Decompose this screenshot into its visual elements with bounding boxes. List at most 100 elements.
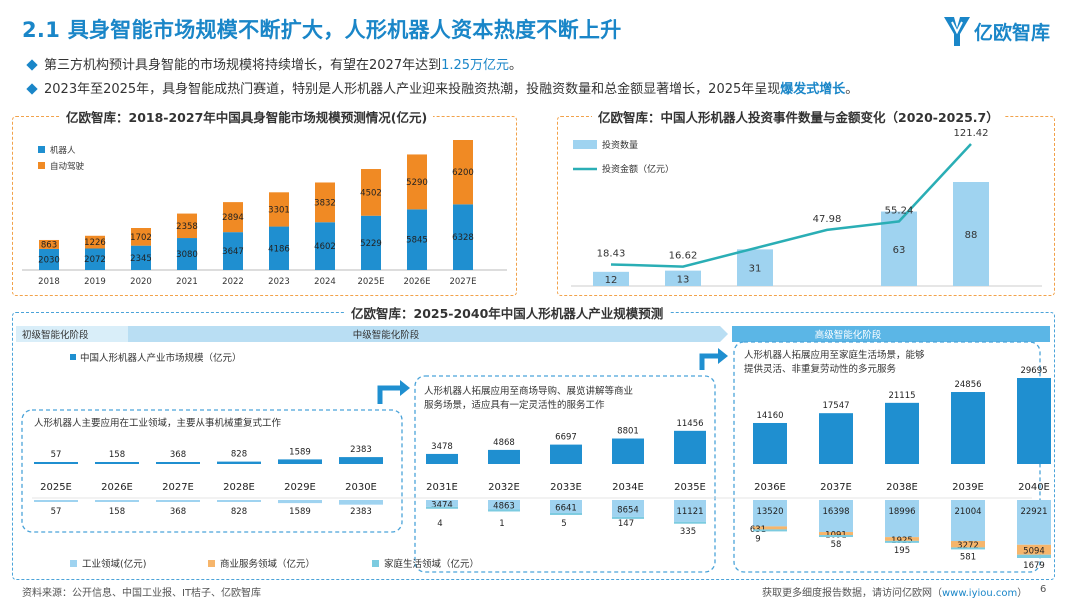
bar-industrial	[278, 500, 322, 504]
bar-autodrive	[85, 235, 105, 249]
data-label-robot: 4602	[314, 242, 336, 252]
source-note: 资料来源：公开信息、中国工业报、IT桔子、亿欧智库	[22, 588, 262, 599]
bar-industrial	[217, 500, 261, 502]
data-label-total: 21115	[888, 391, 915, 401]
data-label-autodrive: 5290	[406, 178, 428, 188]
stage-description: 提供灵活、非重复劳动性的多元服务	[744, 363, 897, 375]
legend-swatch-total	[70, 354, 76, 360]
x-tick-label: 2021	[176, 277, 198, 287]
line-investment-amount	[610, 143, 972, 268]
bar-robot	[85, 248, 105, 270]
bar-autodrive	[177, 213, 197, 239]
legend-label-amount: 投资金额（亿元）	[602, 163, 674, 175]
data-label-total: 828	[231, 450, 247, 460]
stage-label: 初级智能化阶段	[22, 329, 89, 341]
data-label-count: 12	[605, 275, 618, 286]
data-label-household: 1679	[1023, 561, 1045, 571]
legend-swatch-industrial	[70, 560, 77, 567]
data-label-autodrive: 6200	[452, 168, 474, 178]
x-tick-label: 2024	[314, 277, 336, 287]
legend-swatch-commercial	[208, 560, 215, 567]
data-label-industrial: 6641	[555, 503, 577, 513]
data-label-total: 24856	[954, 380, 981, 390]
bar-household	[885, 540, 919, 543]
chart3-title: 亿欧智库：2025-2040年中国人形机器人产业规模预测	[345, 303, 670, 322]
data-label-robot: 2030	[38, 255, 60, 265]
stage-description: 人形机器人主要应用在工业领域，主要从事机械重复式工作	[34, 417, 282, 429]
data-label-household: 195	[894, 546, 910, 556]
bar-industrial	[156, 500, 200, 502]
data-label-autodrive: 3832	[314, 198, 336, 208]
data-label-total: 57	[51, 450, 62, 460]
x-tick-label: 2034E	[612, 482, 644, 493]
x-tick-label: 2020	[130, 277, 152, 287]
data-label-robot: 5845	[406, 236, 428, 246]
stage-banner	[128, 326, 728, 342]
data-label-household: 335	[680, 527, 696, 537]
x-tick-label: 2040E	[1018, 482, 1050, 493]
data-label-amount: 16.62	[669, 251, 698, 262]
stage-box-primary	[21, 409, 403, 533]
data-label-robot: 4186	[268, 244, 290, 254]
bar-industrial	[753, 500, 787, 527]
data-label-amount: 47.98	[813, 214, 842, 225]
data-label-household: 58	[831, 540, 842, 550]
bar-total	[550, 444, 582, 464]
chart1-title: 亿欧智库：2018-2027年中国具身智能市场规模预测情况(亿元)	[60, 107, 434, 126]
x-tick-label: 2030E	[345, 482, 377, 493]
x-tick-label: 2026E	[101, 482, 133, 493]
stage-banner	[16, 326, 128, 342]
legend-swatch-household	[372, 560, 379, 567]
x-tick-label: 2025E	[40, 482, 72, 493]
bar-autodrive	[361, 169, 381, 216]
x-tick-label: 2036E	[754, 482, 786, 493]
bar-industrial	[674, 500, 706, 522]
data-label-robot: 3647	[222, 247, 244, 257]
data-label-count: 63	[893, 245, 906, 256]
data-label-industrial: 158	[109, 507, 125, 517]
x-tick-label: 2029E	[284, 482, 316, 493]
page-title: 2.1 具身智能市场规模不断扩大，人形机器人资本热度不断上升	[22, 18, 622, 42]
bar-household	[1017, 554, 1051, 558]
stage-description: 服务场景，适应具有一定灵活性的服务工作	[424, 399, 605, 411]
more-note: 获取更多细度报告数据，请访问亿欧网（www.iyiou.com）	[762, 588, 1028, 599]
bar-industrial	[819, 500, 853, 533]
x-tick-label: 2037E	[820, 482, 852, 493]
stage-arrow-head-2	[718, 348, 728, 364]
data-label-robot: 6328	[452, 233, 474, 243]
data-label-count: 31	[749, 264, 762, 275]
data-label-total: 8801	[617, 427, 639, 437]
bar-household	[674, 521, 706, 524]
bar-autodrive	[453, 140, 473, 205]
bar-autodrive	[269, 192, 289, 227]
x-tick-label: 2031E	[426, 482, 458, 493]
data-label-total: 4868	[493, 438, 515, 448]
bar-autodrive	[315, 182, 335, 223]
bar-industrial	[426, 500, 458, 507]
data-label-industrial: 16398	[822, 507, 849, 517]
data-label-amount: 121.42	[954, 128, 989, 139]
x-tick-label: 2028E	[223, 482, 255, 493]
data-label-robot: 2072	[84, 255, 106, 265]
data-label-count: 13	[677, 274, 690, 285]
site-link[interactable]: www.iyiou.com	[942, 588, 1018, 599]
x-tick-label: 2022	[222, 277, 244, 287]
x-tick-label: 2023	[268, 277, 290, 287]
bar-investment-count	[665, 270, 701, 286]
bar-total	[426, 453, 458, 464]
data-label-commercial: 5094	[1023, 547, 1045, 557]
bullet-2: 2023年至2025年，具身智能成热门赛道，特别是人形机器人产业迎来投融资热潮，…	[26, 78, 858, 97]
x-tick-label: 2038E	[886, 482, 918, 493]
bar-robot	[131, 245, 151, 270]
bar-industrial	[339, 500, 383, 505]
bar-autodrive	[131, 228, 151, 246]
data-label-robot: 5229	[360, 239, 382, 249]
data-label-industrial: 22921	[1020, 507, 1047, 517]
bar-autodrive	[223, 202, 243, 233]
bar-household	[488, 509, 520, 512]
x-tick-label: 2026E	[403, 277, 430, 287]
bar-robot	[361, 215, 381, 270]
